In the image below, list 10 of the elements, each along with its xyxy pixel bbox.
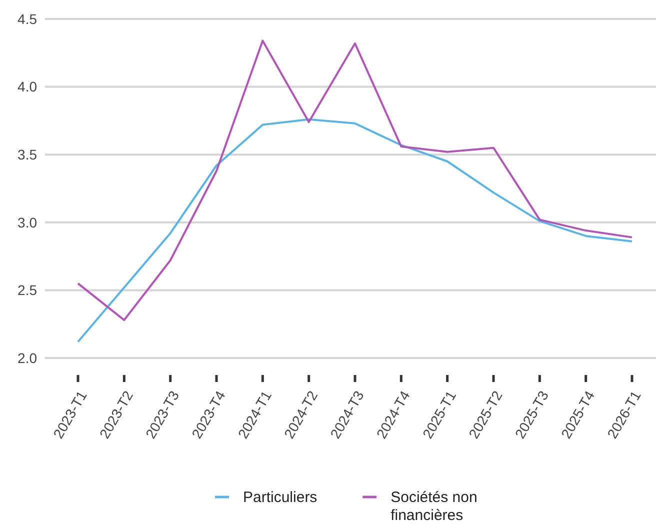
y-tick-label: 3.5 (18, 146, 38, 162)
line-series (77, 118, 633, 343)
y-tick-label: 2.0 (18, 350, 38, 366)
y-tick-label: 4.5 (18, 10, 38, 27)
y-tick-label: 3.0 (18, 214, 38, 230)
y-tick-label: 2.5 (18, 282, 38, 298)
line-series (77, 40, 633, 322)
y-tick-label: 4.0 (18, 78, 38, 95)
legend-label: Sociétés non financières (390, 489, 478, 524)
legend-label: Particuliers (243, 489, 318, 506)
